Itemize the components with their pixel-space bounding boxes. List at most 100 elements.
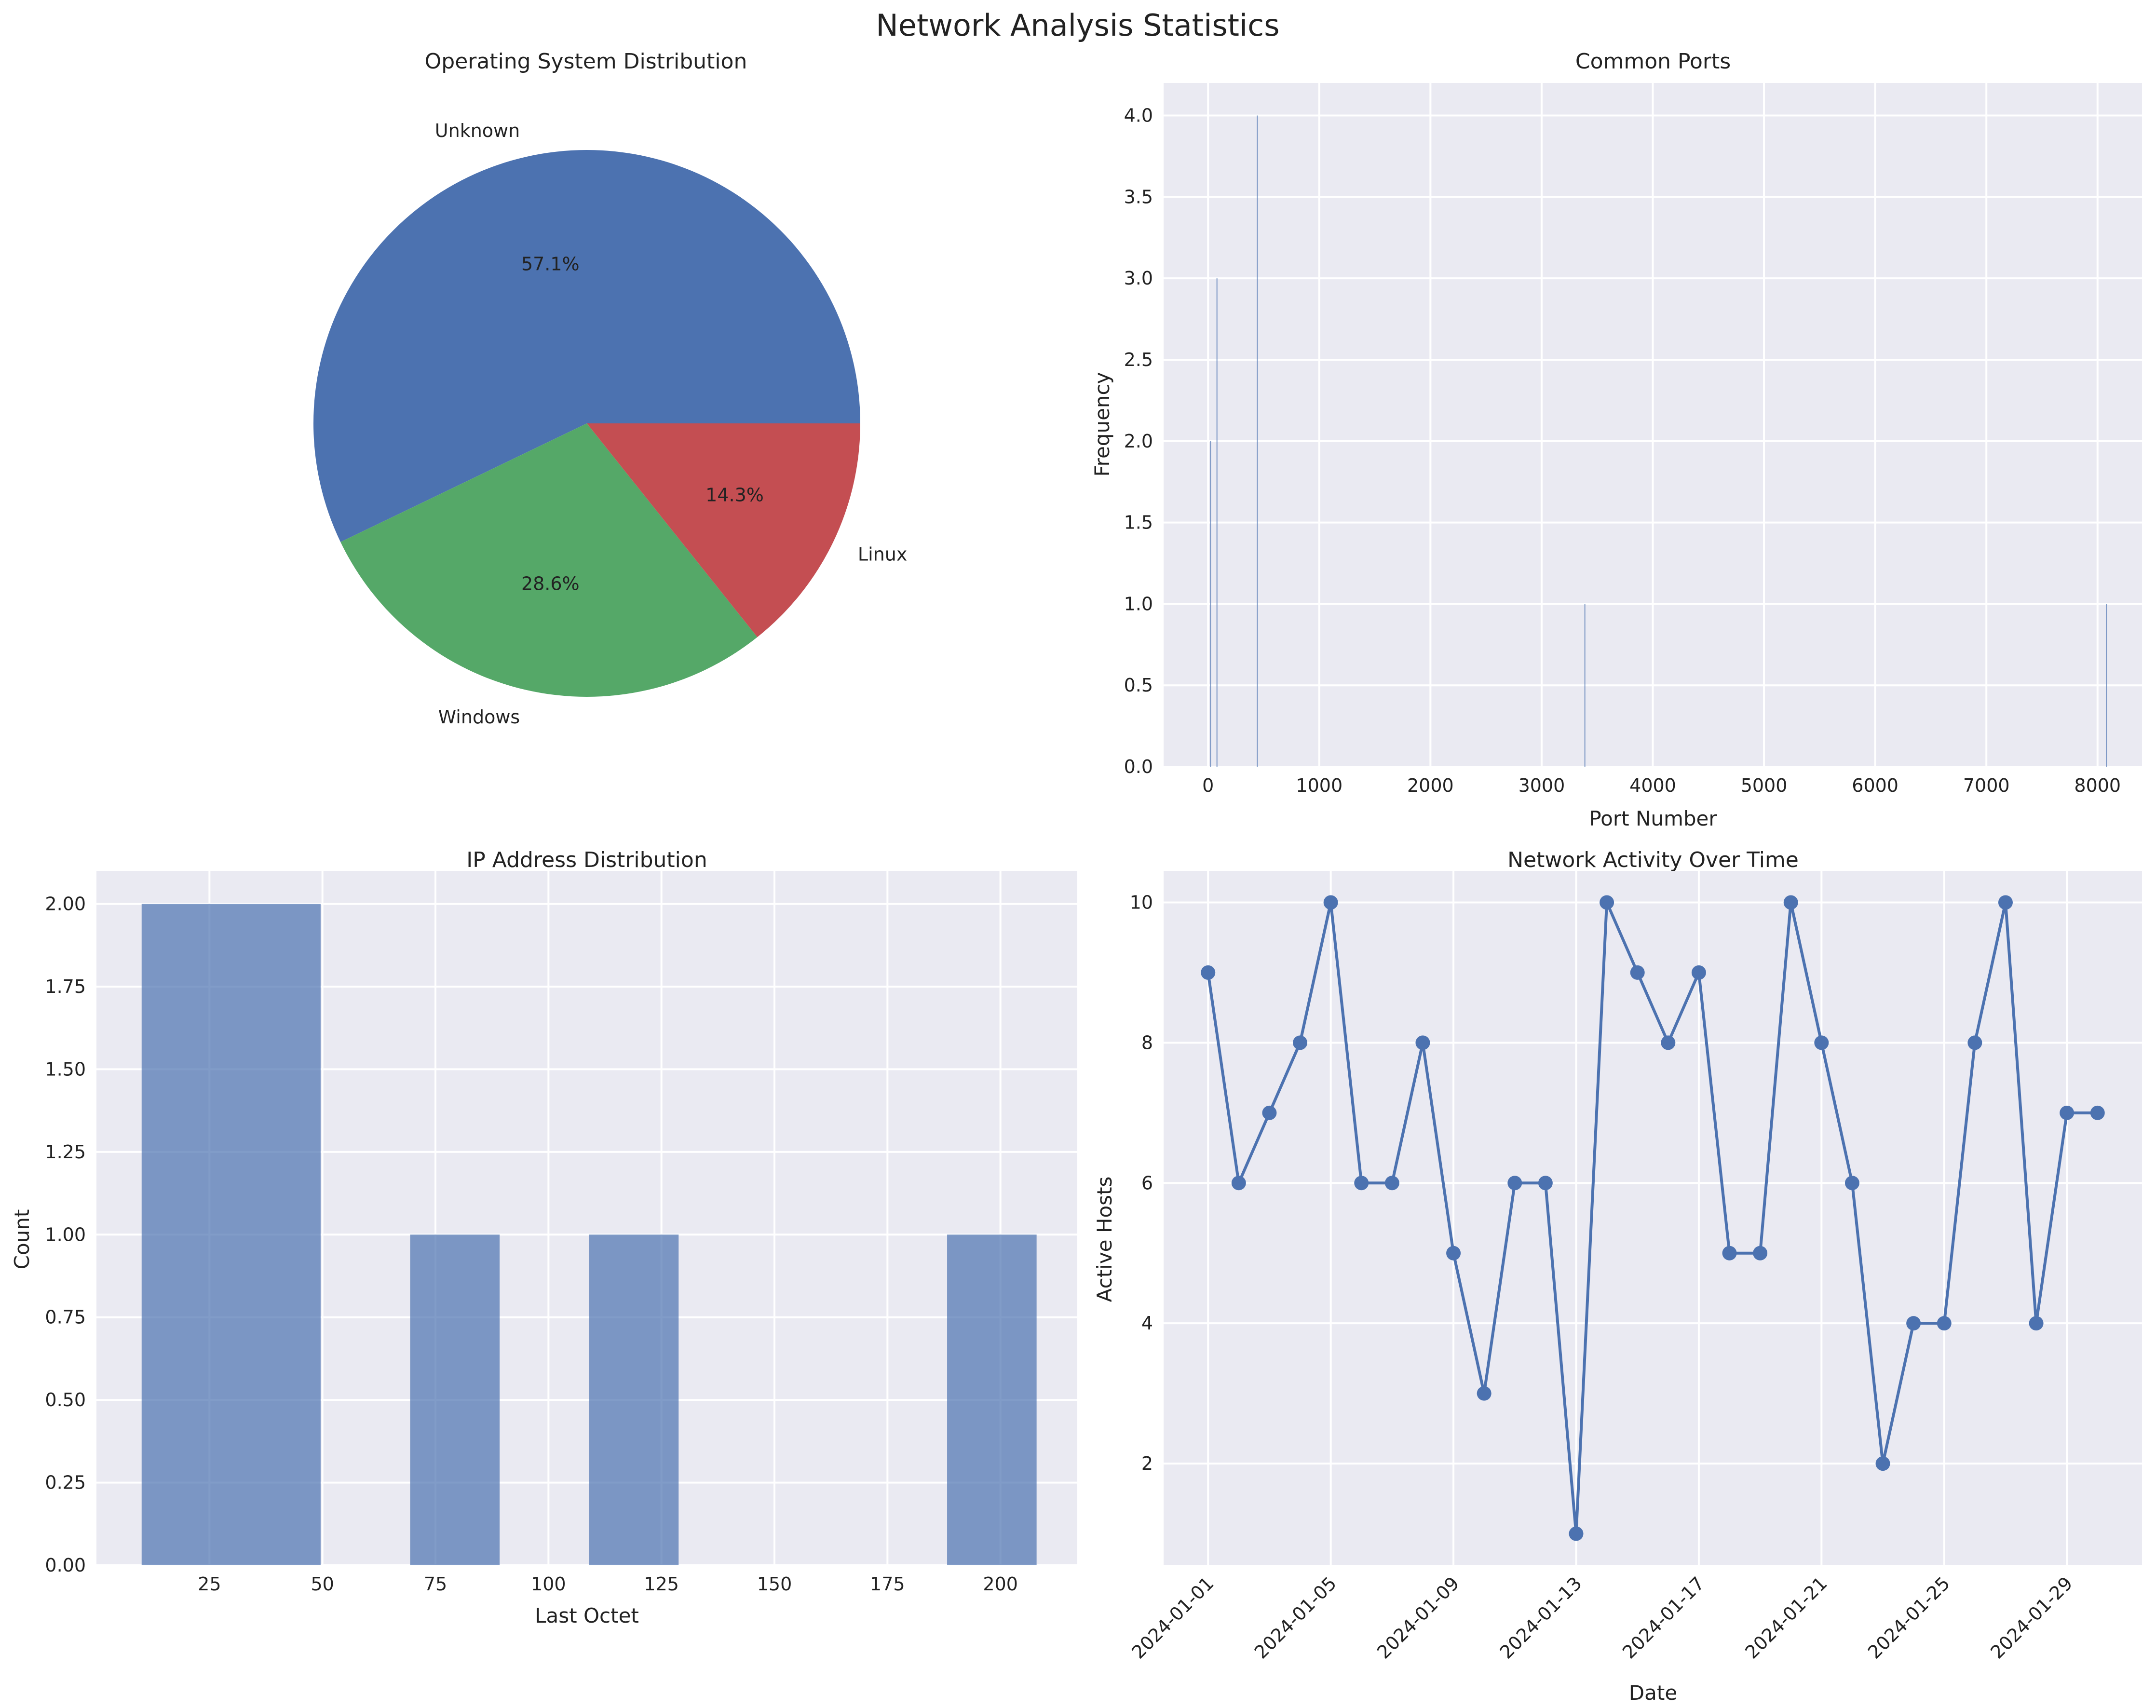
activity-point [1998, 895, 2013, 910]
ip-histogram-bar [141, 904, 321, 1565]
activity-point [2060, 1105, 2075, 1120]
x-tick-label-date: 2024-01-01 [1127, 1572, 1218, 1663]
x-tick-label-date: 2024-01-13 [1496, 1572, 1586, 1663]
activity-point [1814, 1035, 1829, 1050]
y-tick-label: 0.5 [1124, 675, 1153, 696]
ports-x-axis-label: Port Number [1589, 807, 1717, 830]
activity-point [1323, 895, 1338, 910]
y-tick-label: 2 [1141, 1453, 1153, 1474]
x-tick-label-date: 2024-01-17 [1618, 1572, 1709, 1663]
x-tick-label: 5000 [1741, 775, 1788, 796]
pie-percent-label: 57.1% [521, 253, 580, 274]
activity-point [1231, 1176, 1246, 1191]
x-tick-label: 0 [1202, 775, 1214, 796]
y-tick-label: 1.50 [45, 1058, 86, 1080]
activity-chart-title: Network Activity Over Time [1507, 848, 1799, 872]
y-tick-label: 2.0 [1124, 431, 1153, 452]
pie-label-windows: Windows [438, 706, 520, 728]
ip-histogram-bar [589, 1234, 679, 1565]
activity-point [1201, 965, 1216, 980]
pie-slice-linux [587, 423, 860, 637]
activity-point [1661, 1035, 1676, 1050]
activity-point [2029, 1316, 2044, 1331]
x-tick-label-date: 2024-01-29 [1986, 1572, 2076, 1663]
activity-point [1415, 1035, 1430, 1050]
y-tick-label: 6 [1141, 1172, 1153, 1193]
x-tick-label: 75 [424, 1573, 447, 1595]
port-bar [1584, 604, 1586, 767]
activity-point [1293, 1035, 1308, 1050]
y-tick-label: 8 [1141, 1032, 1153, 1053]
x-tick-label: 125 [644, 1573, 679, 1595]
network-activity-line-chart: Network Activity Over Time Date Active H… [1093, 848, 2142, 1705]
activity-point [1384, 1176, 1399, 1191]
x-tick-label: 6000 [1852, 775, 1898, 796]
ip-y-axis-label: Count [10, 1209, 34, 1270]
x-tick-label: 200 [983, 1573, 1018, 1595]
ip-distribution-histogram: IP Address Distribution Last Octet Count… [10, 848, 1077, 1627]
pie-label-linux: Linux [858, 544, 907, 565]
ip-histogram-bar [947, 1234, 1037, 1565]
port-bar [1216, 278, 1218, 767]
pie-percent-label: 14.3% [705, 485, 764, 506]
y-tick-label: 4.0 [1124, 105, 1153, 126]
y-tick-label: 3.5 [1124, 186, 1153, 207]
x-tick-label: 25 [198, 1573, 221, 1595]
activity-point [1569, 1526, 1584, 1541]
x-tick-label: 50 [311, 1573, 334, 1595]
y-tick-label: 4 [1141, 1313, 1153, 1334]
ports-y-axis-label: Frequency [1090, 372, 1114, 477]
activity-line [1207, 901, 2098, 1535]
y-tick-label: 1.5 [1124, 512, 1153, 533]
pie-percent-label: 28.6% [521, 573, 580, 595]
ip-histogram-bar [410, 1234, 500, 1565]
activity-point [2090, 1105, 2105, 1120]
y-tick-label: 1.75 [45, 976, 86, 997]
x-tick-label: 7000 [1963, 775, 2010, 796]
activity-point [1722, 1246, 1737, 1261]
activity-point [1844, 1176, 1859, 1191]
x-tick-label-date: 2024-01-21 [1741, 1572, 1831, 1663]
activity-point [1783, 895, 1798, 910]
y-tick-label: 0.50 [45, 1389, 86, 1410]
pie-slice-unknown [313, 149, 860, 542]
y-tick-label: 2.00 [45, 894, 86, 915]
x-tick-label: 100 [531, 1573, 566, 1595]
activity-point [1262, 1105, 1277, 1120]
pie-chart-title: Operating System Distribution [425, 49, 747, 74]
ip-chart-title: IP Address Distribution [466, 848, 707, 872]
port-bar [2106, 604, 2107, 767]
x-tick-label: 150 [757, 1573, 792, 1595]
x-tick-label-date: 2024-01-09 [1373, 1572, 1463, 1663]
activity-point [1967, 1035, 1982, 1050]
x-tick-label: 175 [870, 1573, 905, 1595]
x-tick-label-date: 2024-01-05 [1250, 1572, 1341, 1663]
y-tick-label: 10 [1130, 892, 1153, 913]
pie-label-unknown: Unknown [435, 120, 520, 141]
activity-point [1753, 1246, 1768, 1261]
activity-point [1600, 895, 1614, 910]
port-bar [1257, 115, 1258, 767]
port-bar [1210, 441, 1211, 767]
activity-point [1906, 1316, 1921, 1331]
activity-point [1477, 1386, 1492, 1401]
y-tick-label: 1.25 [45, 1141, 86, 1163]
x-tick-label: 2000 [1407, 775, 1454, 796]
plot-area [1164, 871, 2142, 1565]
ports-chart-title: Common Ports [1575, 49, 1731, 74]
activity-x-axis-label: Date [1629, 1681, 1677, 1705]
activity-point [1691, 965, 1706, 980]
y-tick-label: 0.75 [45, 1307, 86, 1328]
activity-point [1507, 1176, 1522, 1191]
common-ports-chart: Common Ports Port Number Frequency 0 1000… [1090, 49, 2142, 830]
y-tick-label: 0.0 [1124, 756, 1153, 777]
y-tick-label: 2.5 [1124, 349, 1153, 370]
activity-point [1630, 965, 1645, 980]
os-distribution-pie-chart: Operating System Distribution Unknown 57.… [313, 49, 907, 728]
activity-y-axis-label: Active Hosts [1093, 1177, 1116, 1302]
x-tick-label: 8000 [2074, 775, 2121, 796]
x-tick-label: 3000 [1519, 775, 1565, 796]
ip-x-axis-label: Last Octet [535, 1604, 639, 1627]
y-tick-label: 0.25 [45, 1472, 86, 1493]
